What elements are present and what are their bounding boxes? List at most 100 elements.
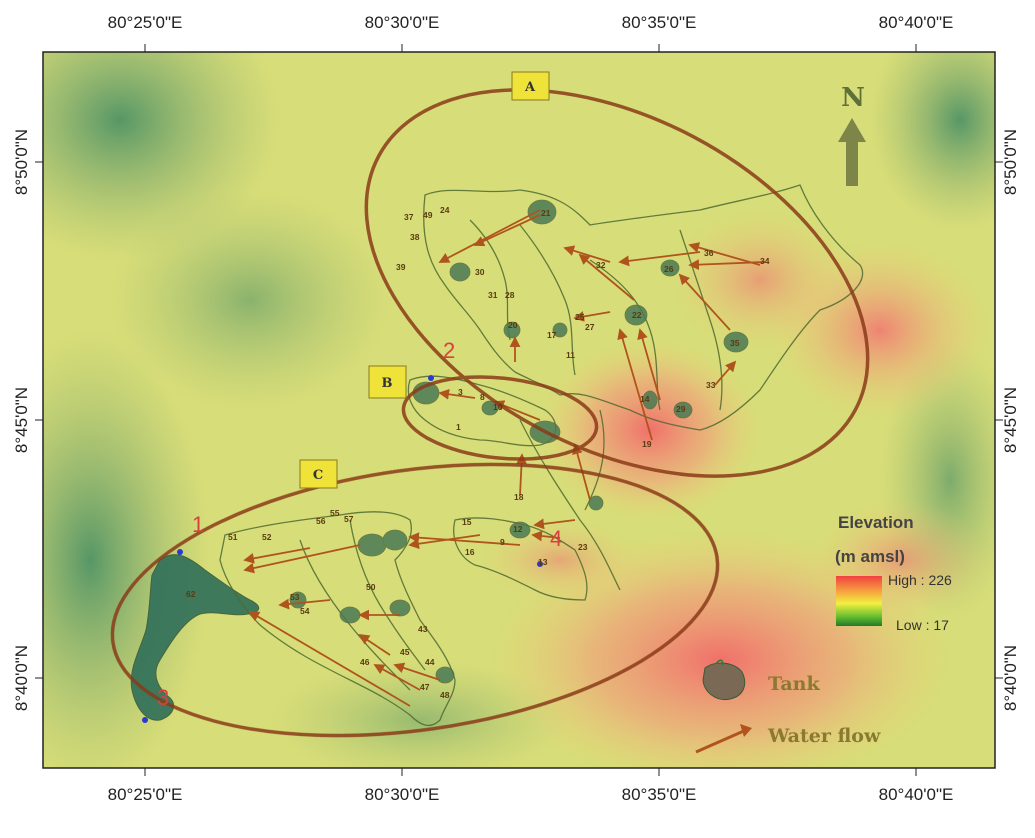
tank-number: 21 (541, 208, 551, 218)
left-axis-labels: 8°50'0"N 8°45'0"N 8°40'0"N (12, 129, 31, 711)
tank-number: 18 (514, 492, 524, 502)
tank-number: 43 (418, 624, 428, 634)
site-label-2: 2 (443, 338, 455, 363)
water-flow-key-icon (695, 728, 747, 754)
svg-text:C: C (313, 468, 323, 483)
tank-number: 31 (488, 290, 498, 300)
bottom-lon-label: 80°25'0"E (108, 785, 183, 804)
tank-number: 28 (505, 290, 515, 300)
tank-number: 8 (480, 392, 485, 402)
tank-number-labels: 37 49 24 38 21 36 34 39 32 26 30 31 28 2… (186, 205, 770, 700)
top-lon-label: 80°25'0"E (108, 13, 183, 32)
legend-high: High : 226 (888, 572, 952, 588)
tank-number: 38 (410, 232, 420, 242)
legend-unit: (m amsl) (835, 547, 905, 566)
tank-number: 14 (640, 394, 650, 404)
tank-number: 55 (330, 508, 340, 518)
legend-color-ramp (836, 576, 882, 626)
tank-number: 30 (475, 267, 485, 277)
graticule-ticks (35, 44, 1003, 776)
map-frame (42, 51, 996, 769)
tank-number: 1 (456, 422, 461, 432)
tank-number: 25 (575, 312, 585, 322)
tank-key-label: Tank (768, 673, 820, 695)
reservoir-62 (130, 554, 260, 721)
site-label-1: 1 (192, 512, 204, 537)
tank-number: 39 (396, 262, 406, 272)
tank-number: 12 (513, 524, 523, 534)
bottom-axis-labels: 80°25'0"E 80°30'0"E 80°35'0"E 80°40'0"E (108, 785, 954, 804)
tank-number: 52 (262, 532, 272, 542)
tank-number: 27 (585, 322, 595, 332)
right-axis-labels: 8°50'0"N 8°45'0"N 8°40'0"N (1001, 129, 1020, 711)
zone-c-ellipse (110, 462, 720, 738)
svg-text:B: B (382, 376, 393, 391)
tank-number: 26 (664, 264, 674, 274)
tank-number: 48 (440, 690, 450, 700)
tank-number: 49 (423, 210, 433, 220)
north-arrow: N (838, 83, 866, 186)
zone-label-c: C (299, 459, 338, 489)
tank-number: 22 (632, 310, 642, 320)
svg-text:A: A (524, 80, 536, 95)
left-lat-label: 8°40'0"N (12, 645, 31, 711)
top-lon-label: 80°40'0"E (879, 13, 954, 32)
right-lat-label: 8°40'0"N (1001, 645, 1020, 711)
site-label-3: 3 (157, 685, 169, 710)
tank-number: 29 (676, 404, 686, 414)
terrain-raster (43, 52, 995, 768)
tank-number: 15 (462, 517, 472, 527)
tank-number: 50 (366, 582, 376, 592)
bottom-lon-label: 80°30'0"E (365, 785, 440, 804)
zone-label-b: B (368, 365, 407, 399)
tank-number: 23 (578, 542, 588, 552)
tank-number: 19 (642, 439, 652, 449)
tank-number: 9 (500, 537, 505, 547)
tank-number: 16 (465, 547, 475, 557)
left-lat-label: 8°50'0"N (12, 129, 31, 195)
tank-number: 3 (458, 387, 463, 397)
tank-number: 62 (186, 589, 196, 599)
zone-b-ellipse (401, 375, 599, 461)
tank-number: 13 (538, 557, 548, 567)
right-lat-label: 8°45'0"N (1001, 387, 1020, 453)
tank-number: 20 (508, 320, 518, 330)
tank-number: 47 (420, 682, 430, 692)
north-arrow-icon (838, 118, 866, 186)
zone-ellipses (110, 88, 870, 738)
top-axis-labels: 80°25'0"E 80°30'0"E 80°35'0"E 80°40'0"E (108, 13, 954, 32)
top-lon-label: 80°30'0"E (365, 13, 440, 32)
tank-number: 10 (493, 402, 503, 412)
elevation-legend: Elevation (m amsl) High : 226 Low : 17 (835, 513, 952, 633)
flow-arrows (243, 209, 766, 707)
right-lat-label: 8°50'0"N (1001, 129, 1020, 195)
tank-number: 32 (596, 260, 606, 270)
site-label-4: 4 (550, 526, 562, 551)
tank-number: 34 (760, 256, 770, 266)
site-markers: 1 2 3 4 (142, 338, 562, 723)
legend-title: Elevation (838, 513, 914, 532)
tank-number: 53 (290, 592, 300, 602)
tank-number: 36 (704, 248, 714, 258)
tank-key-icon (702, 662, 746, 701)
bottom-lon-label: 80°40'0"E (879, 785, 954, 804)
legend-low: Low : 17 (896, 617, 949, 633)
tank-number: 24 (440, 205, 450, 215)
map-key: Tank Water flow (695, 659, 881, 754)
bottom-lon-label: 80°35'0"E (622, 785, 697, 804)
tank-number: 35 (730, 338, 740, 348)
left-lat-label: 8°45'0"N (12, 387, 31, 453)
tank-number: 45 (400, 647, 410, 657)
north-label: N (841, 83, 865, 113)
tank-number: 51 (228, 532, 238, 542)
tank-number: 46 (360, 657, 370, 667)
tank-number: 56 (316, 516, 326, 526)
water-flow-key-label: Water flow (767, 725, 881, 747)
tank-number: 57 (344, 514, 354, 524)
tank-number: 11 (566, 350, 575, 360)
tank-number: 17 (547, 330, 557, 340)
zone-label-a: A (511, 71, 550, 101)
tank-number: 54 (300, 606, 310, 616)
top-lon-label: 80°35'0"E (622, 13, 697, 32)
